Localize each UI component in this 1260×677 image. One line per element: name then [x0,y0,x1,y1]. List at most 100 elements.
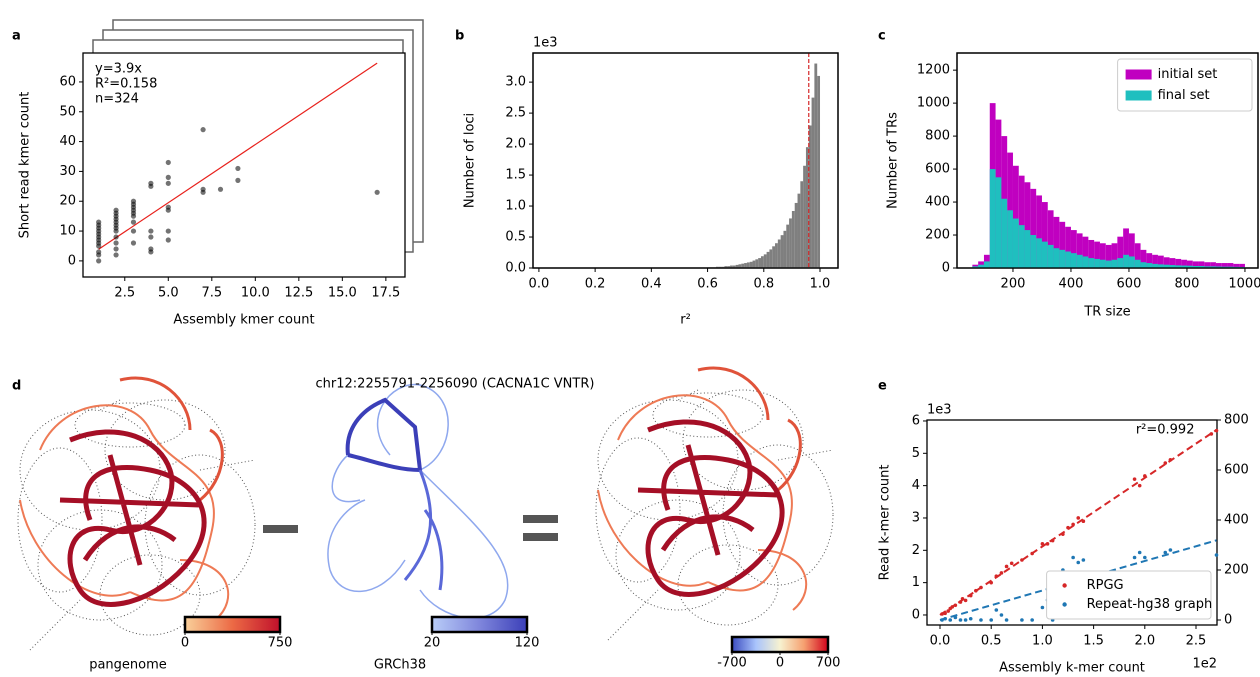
histogram-bar [746,262,750,268]
x-tick-label: 0.6 [697,277,718,292]
point [165,159,171,166]
graph-edge [74,402,186,448]
histogram-bar [1099,259,1106,268]
histogram-bar [727,266,731,268]
histogram-bar [1227,266,1234,268]
point [999,613,1004,617]
y-axis-label: Number of loci [463,113,478,208]
histogram-bar [983,261,990,268]
point [96,219,102,225]
histogram-bar [1239,263,1245,268]
histogram-bar [978,264,984,268]
histogram-bar [1181,259,1187,268]
point [963,598,968,603]
legend-swatch [1125,69,1152,80]
histogram-bar [1146,253,1153,268]
histogram-bar [1192,266,1199,268]
y-tick-label: 4 [912,478,920,493]
y-tick-label: 400 [925,195,950,210]
histogram-bar [805,147,809,268]
histogram-bar [1001,198,1008,268]
colorbar-tick-label: -700 [717,656,747,671]
point [1214,553,1219,557]
colorbar [183,615,282,634]
x-tick-label: 5.0 [158,286,179,301]
y-tick-label: 3 [912,510,920,525]
histogram-bar [1233,263,1240,268]
y-tick-label: 60 [59,74,76,89]
difference-graph [596,368,833,640]
histogram-bar [744,263,747,268]
point [1009,561,1014,566]
y-tick-label: 600 [925,162,950,177]
histogram-bar [1186,265,1193,268]
point [148,234,154,240]
histogram-bar [1041,241,1048,268]
histogram-bar [797,193,801,268]
y-tick-label: 30 [59,164,76,179]
histogram-bar [1169,265,1176,268]
point [1163,550,1168,555]
y-offset-label: 1e3 [927,403,952,418]
histogram-bar [1065,226,1071,268]
fit-line [98,62,378,250]
fit-line [939,429,1218,616]
point [999,571,1004,575]
y-tick-label: 2 [912,543,920,558]
x-tick-label: 2.5 [1186,634,1207,649]
histogram-bar [1146,263,1153,268]
histogram-bar [1175,258,1182,268]
point [130,198,137,204]
histogram-bar [738,264,742,268]
histogram-bar [989,169,996,268]
point [1143,555,1147,560]
y-tick-label: 1.5 [505,168,526,183]
histogram-bar [1134,259,1141,268]
y2-tick-label: 600 [1224,463,1249,478]
point [1004,564,1009,569]
point [1132,477,1137,481]
y2-tick-label: 0 [1224,613,1232,628]
histogram-bar [1053,248,1060,268]
histogram-bar [789,218,792,268]
y-tick-label: 0 [68,253,76,268]
histogram-bar [1024,182,1031,268]
x-tick-label: 1.0 [810,277,831,292]
histogram-bar [814,63,818,268]
histogram-bar [1163,264,1170,268]
histogram-bar [741,263,745,268]
panel-letter: e [878,379,887,394]
histogram-bar [783,230,787,268]
histogram-bar [1157,255,1164,268]
histogram-bar [1053,216,1060,268]
point [1004,618,1009,622]
histogram-bar [1163,257,1170,268]
histogram-bar [995,177,1002,268]
histogram-bar [1030,235,1037,268]
histogram-bar [769,249,773,268]
histogram-bar [1117,236,1124,268]
histogram-bar [1198,266,1205,268]
point [113,246,119,252]
point [200,186,206,192]
colorbar-tick-label: 0 [181,636,189,651]
x-tick-label: 800 [1175,277,1200,292]
histogram-bar [1210,262,1216,268]
point [148,228,154,234]
point [165,237,171,243]
point [130,219,137,225]
histogram-bar [1036,195,1042,268]
point [1076,516,1081,520]
x-tick-label: 7.5 [201,286,222,301]
histogram-bar [1227,263,1234,268]
histogram-bar [1082,256,1089,268]
histogram-bar [1210,266,1216,268]
y-tick-label: 1200 [917,63,950,78]
x-tick-label: 1000 [1228,277,1260,292]
legend-box [1046,570,1212,620]
x-tick-label: 2.0 [1134,634,1155,649]
graph-edge [144,454,256,596]
y-axis-label: Short read kmer count [18,92,33,239]
histogram-bar [1076,254,1083,268]
histogram-bar [1181,265,1187,268]
